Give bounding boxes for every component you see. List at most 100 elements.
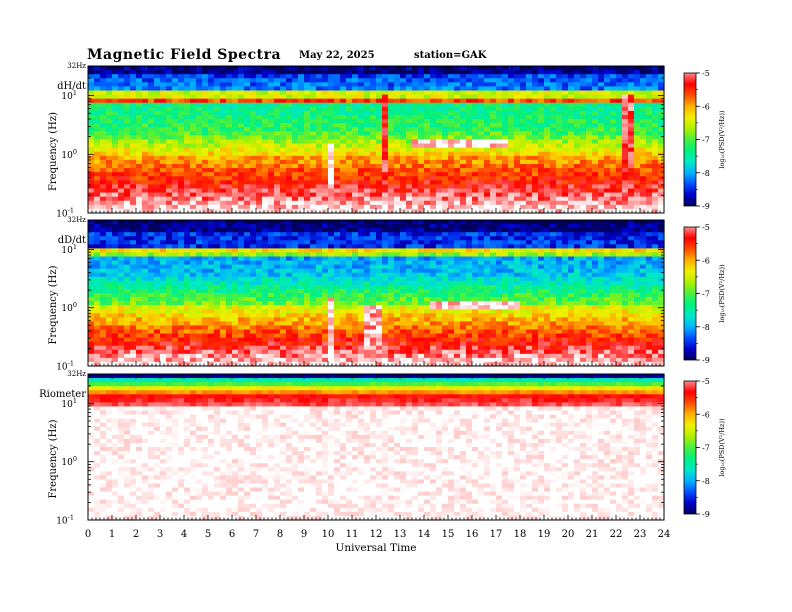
heatmap-cell: [112, 155, 119, 161]
heatmap-cell: [100, 119, 107, 124]
heatmap-cell: [214, 317, 221, 322]
heatmap-cell: [430, 188, 437, 194]
heatmap-cell: [286, 159, 293, 165]
heatmap-cell: [94, 248, 101, 254]
heatmap-cell: [298, 159, 305, 165]
heatmap-cell: [310, 66, 317, 71]
heatmap-cell: [364, 172, 371, 177]
heatmap-cell: [424, 188, 431, 194]
heatmap-cell: [106, 180, 113, 186]
heatmap-cell: [184, 123, 191, 128]
heatmap-cell: [346, 94, 353, 100]
heatmap-cell: [502, 102, 509, 108]
heatmap-cell: [424, 98, 431, 104]
heatmap-cell: [172, 220, 179, 225]
heatmap-cell: [178, 127, 185, 132]
heatmap-cell: [190, 90, 197, 96]
heatmap-cell: [496, 143, 503, 149]
heatmap-cell: [136, 280, 143, 286]
heatmap-cell: [100, 305, 107, 310]
heatmap-cell: [106, 94, 113, 100]
heatmap-cell: [178, 123, 185, 128]
heatmap-cell: [226, 244, 233, 249]
heatmap-cell: [166, 264, 173, 270]
heatmap-cell: [634, 106, 641, 112]
heatmap-cell: [88, 180, 95, 186]
heatmap-cell: [436, 192, 443, 198]
heatmap-cell: [364, 151, 371, 157]
heatmap-cell: [400, 139, 407, 145]
heatmap-cell: [502, 200, 509, 206]
heatmap-cell: [130, 268, 137, 274]
heatmap-cell: [568, 184, 575, 190]
heatmap-cell: [400, 204, 407, 210]
heatmap-cell: [616, 135, 623, 141]
heatmap-cell: [556, 66, 563, 71]
heatmap-cell: [550, 139, 557, 145]
heatmap-cell: [286, 196, 293, 202]
heatmap-cell: [262, 284, 269, 290]
heatmap-cell: [100, 94, 107, 100]
heatmap-cell: [250, 168, 257, 173]
heatmap-cell: [136, 180, 143, 186]
heatmap-cell: [178, 280, 185, 286]
heatmap-cell: [460, 168, 467, 173]
heatmap-cell: [184, 66, 191, 71]
heatmap-cell: [316, 94, 323, 100]
heatmap-cell: [442, 159, 449, 165]
heatmap-cell: [598, 127, 605, 132]
heatmap-cell: [256, 337, 263, 343]
heatmap-cell: [220, 361, 227, 367]
heatmap-cell: [280, 200, 287, 206]
heatmap-cell: [238, 337, 245, 343]
heatmap-cell: [292, 82, 299, 88]
heatmap-cell: [256, 123, 263, 128]
heatmap-cell: [604, 102, 611, 108]
heatmap-cell: [286, 155, 293, 161]
heatmap-cell: [256, 252, 263, 258]
heatmap-cell: [148, 301, 155, 306]
heatmap-cell: [394, 208, 401, 214]
heatmap-cell: [274, 284, 281, 290]
heatmap-cell: [262, 240, 269, 245]
heatmap-cell: [214, 82, 221, 88]
heatmap-cell: [184, 284, 191, 290]
heatmap-cell: [190, 272, 197, 278]
heatmap-cell: [88, 252, 95, 258]
heatmap-cell: [610, 159, 617, 165]
heatmap-cell: [628, 151, 635, 157]
heatmap-cell: [136, 325, 143, 331]
heatmap-cell: [244, 139, 251, 145]
heatmap-cell: [142, 184, 149, 190]
heatmap-cell: [268, 135, 275, 141]
heatmap-cell: [148, 164, 155, 169]
heatmap-cell: [118, 321, 125, 327]
heatmap-cell: [100, 208, 107, 214]
heatmap-cell: [508, 176, 515, 181]
heatmap-cells: [88, 220, 665, 367]
heatmap-cell: [256, 232, 263, 237]
heatmap-cell: [442, 155, 449, 161]
heatmap-cell: [532, 119, 539, 124]
heatmap-cell: [532, 164, 539, 169]
heatmap-cell: [478, 82, 485, 88]
heatmap-cell: [124, 232, 131, 237]
heatmap-cell: [130, 115, 137, 120]
heatmap-cell: [280, 244, 287, 249]
heatmap-cell: [238, 280, 245, 286]
heatmap-cell: [550, 172, 557, 177]
heatmap-cell: [484, 147, 491, 153]
heatmap-cell: [322, 147, 329, 153]
heatmap-cell: [646, 204, 653, 210]
heatmap-cell: [580, 123, 587, 128]
heatmap-cell: [544, 180, 551, 186]
heatmap-cell: [94, 143, 101, 149]
heatmap-cell: [106, 224, 113, 229]
heatmap-cell: [256, 361, 263, 367]
heatmap-cell: [310, 127, 317, 132]
heatmap-cell: [394, 90, 401, 96]
heatmap-cell: [538, 78, 545, 83]
heatmap-cell: [586, 123, 593, 128]
heatmap-cell: [460, 123, 467, 128]
heatmap-cell: [496, 106, 503, 112]
